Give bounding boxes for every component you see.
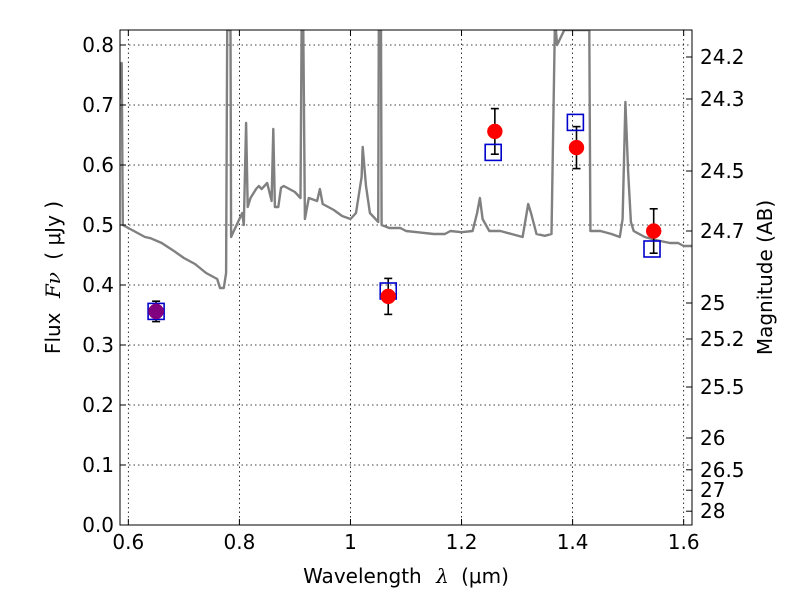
x-tick-label: 1.2	[446, 530, 478, 554]
x-tick-label: 1.6	[668, 530, 700, 554]
magnitude-tick-label: 26	[700, 426, 725, 450]
x-tick-label: 1	[344, 530, 357, 554]
magnitude-tick-label: 26.5	[700, 458, 745, 482]
y-axis-label-name: Flux	[41, 312, 65, 354]
observed-flux-point	[568, 139, 585, 156]
y-axis-label-unit: ( μJy )	[41, 201, 65, 260]
magnitude-tick-label: 27	[700, 478, 725, 502]
synthetic-flux-marker	[643, 240, 661, 258]
x-tick-label: 0.8	[223, 530, 255, 554]
observed-flux-point	[487, 123, 503, 140]
y-tick-label: 0.0	[82, 513, 114, 537]
observed-flux-point	[380, 288, 396, 305]
y-axis-label: Flux Fν ( μJy )	[41, 201, 65, 354]
y-tick-label: 0.3	[82, 333, 114, 357]
x-axis-label-symbol: λ	[435, 564, 449, 588]
synthetic-flux-marker	[566, 113, 585, 132]
y-tick-label: 0.1	[82, 453, 114, 477]
model-sed-curve	[120, 30, 692, 290]
plot-frame	[119, 29, 693, 526]
magnitude-tick-label: 24.5	[700, 159, 745, 183]
synthetic-flux-marker	[147, 302, 165, 321]
data-markers	[147, 107, 662, 323]
x-axis-label-unit: (μm)	[461, 564, 509, 588]
model-sed-line	[120, 30, 692, 290]
magnitude-tick-label: 25	[700, 291, 725, 315]
synthetic-flux-marker	[484, 143, 502, 162]
y-tick-label: 0.5	[82, 213, 114, 237]
observed-flux-point	[645, 223, 662, 239]
axis-ticks: 0.6 0.8 1 1.2 1.4 1.6 0.0 0.1 0.2 0.3 0.4 0.5 0.6 0.7…	[82, 30, 745, 554]
magnitude-tick-label: 24.3	[700, 87, 745, 111]
magnitude-tick-label: 28	[700, 499, 725, 523]
grid-lines	[120, 30, 692, 526]
magnitude-tick-label: 24.7	[700, 219, 745, 243]
magnitude-tick-label: 24.2	[700, 45, 745, 69]
x-axis-label: Wavelength λ (μm)	[303, 564, 509, 588]
y-tick-label: 0.8	[82, 33, 114, 57]
y-axis-label-symbol: Fν	[41, 272, 65, 299]
y-tick-label: 0.2	[82, 393, 114, 417]
y-tick-label: 0.7	[82, 93, 114, 117]
overlap-flux-point	[148, 303, 164, 320]
magnitude-tick-label: 25.2	[700, 327, 745, 351]
magnitude-axis-label: Magnitude (AB)	[753, 200, 777, 355]
x-tick-label: 1.4	[557, 530, 589, 554]
magnitude-tick-label: 25.5	[700, 375, 745, 399]
x-tick-label: 0.6	[112, 530, 144, 554]
x-axis-label-name: Wavelength	[303, 564, 422, 588]
y-tick-label: 0.6	[82, 153, 114, 177]
y-tick-label: 0.4	[82, 273, 114, 297]
